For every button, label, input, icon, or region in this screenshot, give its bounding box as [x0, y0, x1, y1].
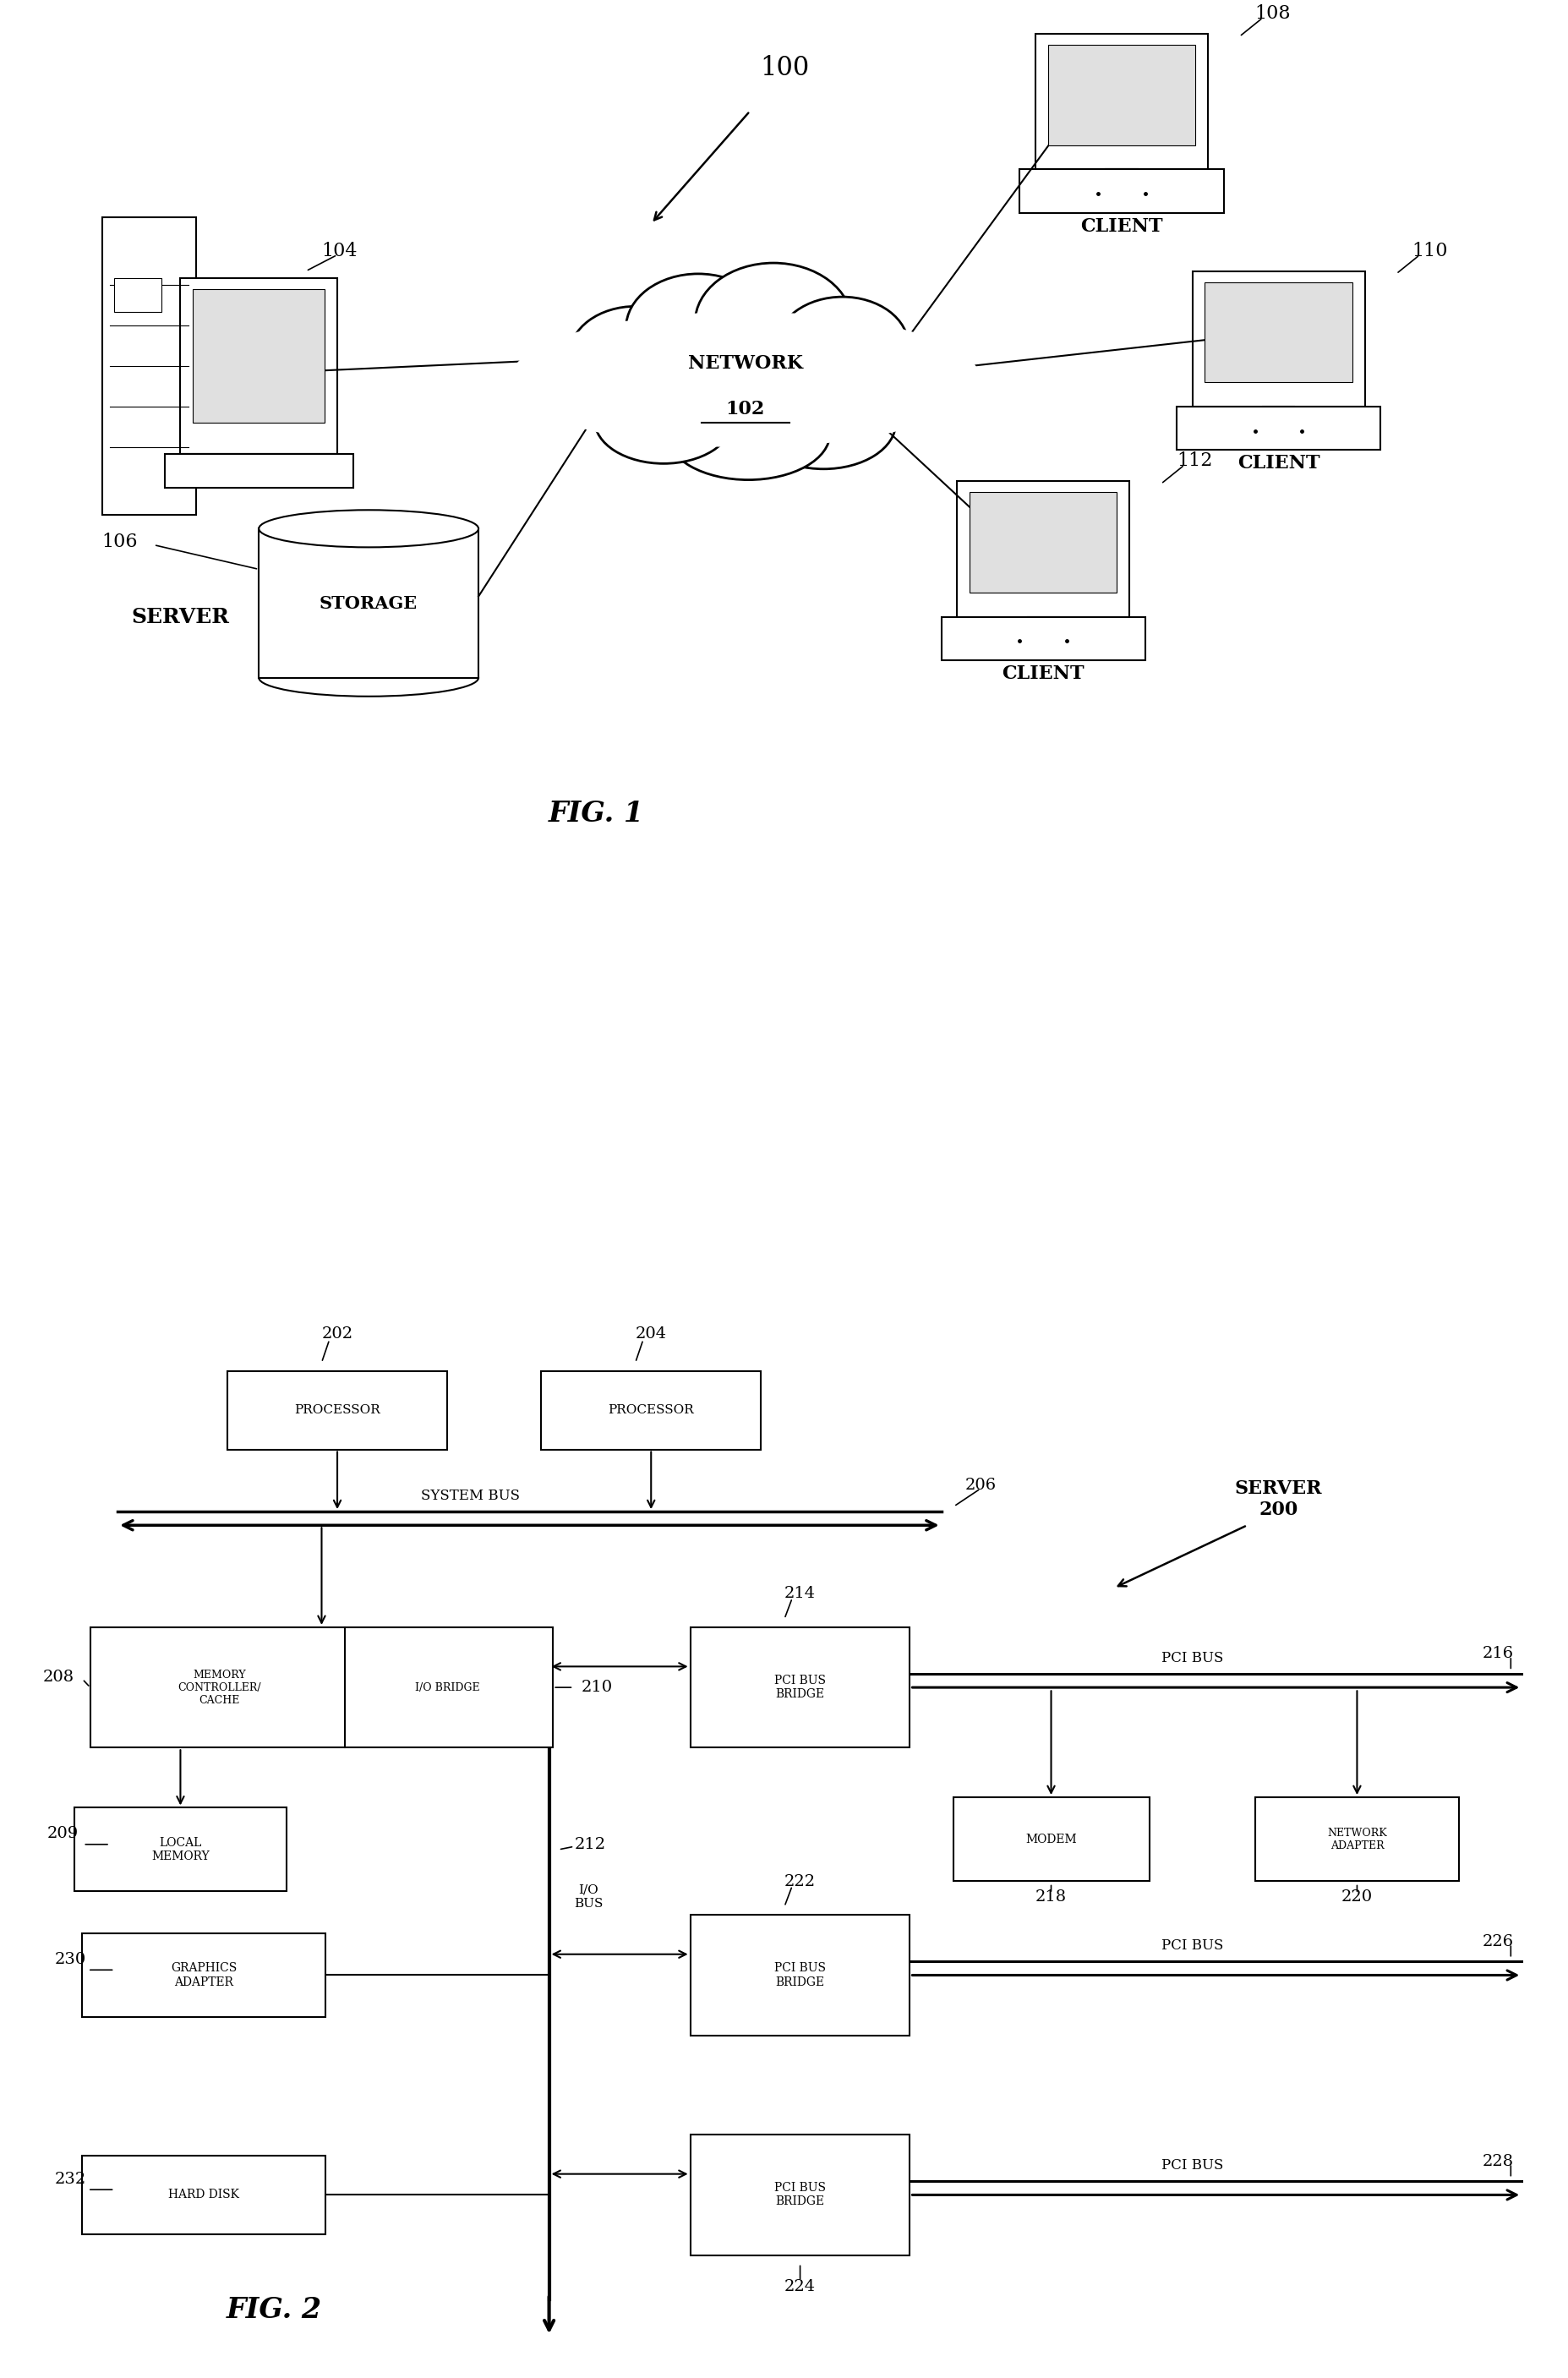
Text: SERVER: SERVER — [132, 606, 229, 628]
Text: SERVER
200: SERVER 200 — [1234, 1479, 1322, 1520]
Text: 224: 224 — [784, 2278, 815, 2295]
Text: 202: 202 — [321, 1327, 353, 1341]
Text: NETWORK
ADAPTER: NETWORK ADAPTER — [1327, 1826, 1386, 1850]
FancyBboxPatch shape — [83, 2154, 326, 2235]
Text: GRAPHICS
ADAPTER: GRAPHICS ADAPTER — [171, 1962, 237, 1988]
FancyBboxPatch shape — [165, 454, 353, 487]
Text: 209: 209 — [47, 1826, 78, 1841]
Text: FIG. 1: FIG. 1 — [549, 799, 643, 828]
Text: 108: 108 — [1254, 5, 1290, 24]
Text: 206: 206 — [964, 1477, 996, 1493]
Text: 112: 112 — [1176, 452, 1212, 471]
FancyBboxPatch shape — [1047, 45, 1195, 145]
Ellipse shape — [626, 273, 770, 383]
Ellipse shape — [510, 312, 980, 447]
Text: CLIENT: CLIENT — [1237, 454, 1319, 473]
Text: PCI BUS: PCI BUS — [1160, 1650, 1223, 1665]
Text: 228: 228 — [1482, 2154, 1513, 2169]
Ellipse shape — [666, 388, 829, 480]
Text: 226: 226 — [1482, 1933, 1513, 1950]
FancyBboxPatch shape — [102, 216, 196, 516]
Text: PCI BUS
BRIDGE: PCI BUS BRIDGE — [775, 2183, 825, 2207]
Text: I/O
BUS: I/O BUS — [574, 1883, 604, 1910]
Ellipse shape — [814, 345, 933, 430]
FancyBboxPatch shape — [941, 616, 1145, 661]
Text: STORAGE: STORAGE — [320, 594, 417, 611]
FancyBboxPatch shape — [1192, 271, 1364, 407]
Text: PROCESSOR: PROCESSOR — [608, 1405, 693, 1415]
Text: CLIENT: CLIENT — [1080, 216, 1162, 235]
FancyBboxPatch shape — [91, 1627, 554, 1748]
Text: 232: 232 — [55, 2171, 86, 2188]
Text: PCI BUS
BRIDGE: PCI BUS BRIDGE — [775, 1674, 825, 1700]
FancyBboxPatch shape — [75, 1807, 287, 1891]
FancyBboxPatch shape — [690, 2135, 909, 2254]
Text: 230: 230 — [55, 1952, 86, 1967]
Text: SYSTEM BUS: SYSTEM BUS — [420, 1489, 521, 1503]
Text: 218: 218 — [1035, 1888, 1066, 1905]
FancyBboxPatch shape — [227, 1370, 447, 1448]
FancyBboxPatch shape — [953, 1798, 1149, 1881]
Ellipse shape — [259, 509, 478, 547]
Text: 220: 220 — [1341, 1888, 1372, 1905]
Text: 110: 110 — [1411, 243, 1447, 259]
Text: FIG. 2: FIG. 2 — [227, 2297, 321, 2323]
FancyBboxPatch shape — [259, 659, 478, 678]
Text: MODEM: MODEM — [1025, 1833, 1076, 1845]
Text: PCI BUS: PCI BUS — [1160, 1938, 1223, 1952]
FancyBboxPatch shape — [969, 492, 1116, 592]
Text: MEMORY
CONTROLLER/
CACHE: MEMORY CONTROLLER/ CACHE — [177, 1669, 262, 1705]
FancyBboxPatch shape — [1176, 407, 1380, 449]
Text: LOCAL
MEMORY: LOCAL MEMORY — [151, 1836, 210, 1862]
Text: PCI BUS
BRIDGE: PCI BUS BRIDGE — [775, 1962, 825, 1988]
Text: 214: 214 — [784, 1586, 815, 1600]
Text: PROCESSOR: PROCESSOR — [295, 1405, 379, 1415]
FancyBboxPatch shape — [690, 1914, 909, 2036]
FancyBboxPatch shape — [259, 528, 478, 678]
Text: 222: 222 — [784, 1874, 815, 1888]
Ellipse shape — [550, 345, 663, 426]
FancyBboxPatch shape — [1019, 169, 1223, 212]
FancyBboxPatch shape — [1254, 1798, 1458, 1881]
Text: I/O BRIDGE: I/O BRIDGE — [414, 1681, 480, 1693]
FancyBboxPatch shape — [193, 288, 325, 423]
Text: 204: 204 — [635, 1327, 666, 1341]
FancyBboxPatch shape — [83, 1933, 326, 2017]
Text: 100: 100 — [759, 55, 809, 81]
Ellipse shape — [594, 376, 732, 464]
Text: PCI BUS: PCI BUS — [1160, 2159, 1223, 2173]
Text: CLIENT: CLIENT — [1002, 663, 1083, 682]
FancyBboxPatch shape — [956, 480, 1129, 616]
FancyBboxPatch shape — [690, 1627, 909, 1748]
FancyBboxPatch shape — [1035, 33, 1207, 169]
Ellipse shape — [695, 264, 851, 383]
Text: 216: 216 — [1482, 1646, 1513, 1662]
Text: 210: 210 — [580, 1679, 613, 1696]
Ellipse shape — [751, 376, 895, 468]
Ellipse shape — [569, 307, 701, 404]
Ellipse shape — [259, 659, 478, 697]
FancyBboxPatch shape — [114, 278, 162, 312]
Text: 208: 208 — [42, 1669, 75, 1684]
Text: 106: 106 — [102, 533, 138, 552]
FancyBboxPatch shape — [180, 278, 337, 454]
Ellipse shape — [776, 297, 908, 395]
FancyBboxPatch shape — [541, 1370, 760, 1448]
Text: HARD DISK: HARD DISK — [168, 2190, 240, 2200]
FancyBboxPatch shape — [1204, 283, 1352, 383]
Text: 102: 102 — [726, 400, 764, 419]
Text: 212: 212 — [574, 1836, 605, 1852]
Text: NETWORK: NETWORK — [687, 354, 803, 373]
Text: 104: 104 — [321, 243, 358, 259]
